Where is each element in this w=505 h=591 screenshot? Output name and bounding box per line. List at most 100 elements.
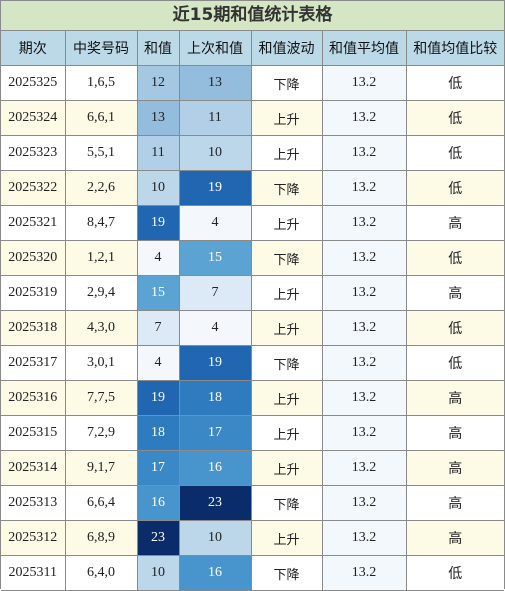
period-cell: 2025318 (1, 310, 66, 346)
trend-cell: 上升 (250, 380, 323, 416)
trend-cell: 上升 (250, 205, 323, 241)
trend-cell: 下降 (250, 485, 323, 521)
average-cell: 13.2 (321, 345, 407, 381)
header-row: 期次 中奖号码 和值 上次和值 和值波动 和值平均值 和值均值比较 (1, 31, 504, 66)
table-row: 2025322 2,2,6 10 19 下降 13.2 低 (1, 170, 504, 206)
trend-cell: 下降 (250, 170, 323, 206)
table-row: 2025317 3,0,1 4 19 下降 13.2 低 (1, 345, 504, 381)
prev-sum-cell: 10 (178, 135, 252, 171)
header-numbers: 中奖号码 (64, 31, 138, 66)
sum-cell: 23 (136, 520, 180, 556)
header-period: 期次 (1, 31, 66, 66)
average-cell: 13.2 (321, 275, 407, 311)
average-cell: 13.2 (321, 100, 407, 136)
prev-sum-cell: 23 (178, 485, 252, 521)
compare-cell: 高 (405, 380, 504, 416)
trend-cell: 上升 (250, 275, 323, 311)
compare-cell: 低 (405, 240, 504, 276)
compare-cell: 高 (405, 520, 504, 556)
header-sum: 和值 (136, 31, 180, 66)
table-row: 2025316 7,7,5 19 18 上升 13.2 高 (1, 380, 504, 416)
period-cell: 2025324 (1, 100, 66, 136)
table-row: 2025318 4,3,0 7 4 上升 13.2 低 (1, 310, 504, 346)
period-cell: 2025314 (1, 450, 66, 486)
period-cell: 2025323 (1, 135, 66, 171)
sum-cell: 16 (136, 485, 180, 521)
table-row: 2025315 7,2,9 18 17 上升 13.2 高 (1, 415, 504, 451)
table-row: 2025313 6,6,4 16 23 下降 13.2 高 (1, 485, 504, 521)
compare-cell: 高 (405, 415, 504, 451)
sum-cell: 12 (136, 65, 180, 101)
numbers-cell: 6,6,1 (64, 100, 138, 136)
numbers-cell: 7,2,9 (64, 415, 138, 451)
compare-cell: 低 (405, 100, 504, 136)
sum-cell: 13 (136, 100, 180, 136)
numbers-cell: 6,4,0 (64, 555, 138, 591)
trend-cell: 上升 (250, 310, 323, 346)
period-cell: 2025317 (1, 345, 66, 381)
table-row: 2025319 2,9,4 15 7 上升 13.2 高 (1, 275, 504, 311)
sum-cell: 19 (136, 380, 180, 416)
trend-cell: 上升 (250, 100, 323, 136)
average-cell: 13.2 (321, 485, 407, 521)
table-title: 近15期和值统计表格 (1, 1, 504, 31)
sum-cell: 15 (136, 275, 180, 311)
average-cell: 13.2 (321, 520, 407, 556)
prev-sum-cell: 10 (178, 520, 252, 556)
prev-sum-cell: 4 (178, 205, 252, 241)
numbers-cell: 2,9,4 (64, 275, 138, 311)
average-cell: 13.2 (321, 450, 407, 486)
table-row: 2025324 6,6,1 13 11 上升 13.2 低 (1, 100, 504, 136)
compare-cell: 高 (405, 485, 504, 521)
average-cell: 13.2 (321, 310, 407, 346)
sum-statistics-table: 期次 中奖号码 和值 上次和值 和值波动 和值平均值 和值均值比较 202532… (1, 31, 504, 591)
numbers-cell: 9,1,7 (64, 450, 138, 486)
compare-cell: 低 (405, 345, 504, 381)
sum-cell: 11 (136, 135, 180, 171)
numbers-cell: 6,6,4 (64, 485, 138, 521)
trend-cell: 上升 (250, 450, 323, 486)
period-cell: 2025322 (1, 170, 66, 206)
prev-sum-cell: 19 (178, 345, 252, 381)
table-row: 2025312 6,8,9 23 10 上升 13.2 高 (1, 520, 504, 556)
period-cell: 2025313 (1, 485, 66, 521)
prev-sum-cell: 18 (178, 380, 252, 416)
trend-cell: 下降 (250, 240, 323, 276)
sum-cell: 10 (136, 170, 180, 206)
compare-cell: 高 (405, 275, 504, 311)
table-row: 2025314 9,1,7 17 16 上升 13.2 高 (1, 450, 504, 486)
period-cell: 2025311 (1, 555, 66, 591)
average-cell: 13.2 (321, 415, 407, 451)
sum-cell: 4 (136, 345, 180, 381)
prev-sum-cell: 7 (178, 275, 252, 311)
table-row: 2025311 6,4,0 10 16 下降 13.2 低 (1, 555, 504, 591)
numbers-cell: 1,6,5 (64, 65, 138, 101)
numbers-cell: 2,2,6 (64, 170, 138, 206)
compare-cell: 低 (405, 310, 504, 346)
period-cell: 2025320 (1, 240, 66, 276)
sum-cell: 10 (136, 555, 180, 591)
period-cell: 2025319 (1, 275, 66, 311)
numbers-cell: 5,5,1 (64, 135, 138, 171)
table-row: 2025325 1,6,5 12 13 下降 13.2 低 (1, 65, 504, 101)
table-row: 2025321 8,4,7 19 4 上升 13.2 高 (1, 205, 504, 241)
sum-cell: 19 (136, 205, 180, 241)
prev-sum-cell: 17 (178, 415, 252, 451)
trend-cell: 上升 (250, 520, 323, 556)
prev-sum-cell: 4 (178, 310, 252, 346)
average-cell: 13.2 (321, 555, 407, 591)
numbers-cell: 3,0,1 (64, 345, 138, 381)
numbers-cell: 7,7,5 (64, 380, 138, 416)
period-cell: 2025325 (1, 65, 66, 101)
prev-sum-cell: 11 (178, 100, 252, 136)
numbers-cell: 1,2,1 (64, 240, 138, 276)
period-cell: 2025321 (1, 205, 66, 241)
numbers-cell: 6,8,9 (64, 520, 138, 556)
average-cell: 13.2 (321, 240, 407, 276)
prev-sum-cell: 19 (178, 170, 252, 206)
prev-sum-cell: 16 (178, 555, 252, 591)
trend-cell: 下降 (250, 345, 323, 381)
average-cell: 13.2 (321, 380, 407, 416)
prev-sum-cell: 16 (178, 450, 252, 486)
